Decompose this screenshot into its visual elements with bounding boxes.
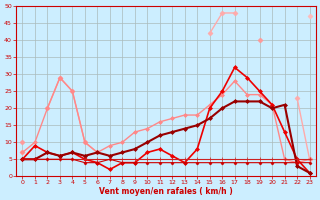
X-axis label: Vent moyen/en rafales ( km/h ): Vent moyen/en rafales ( km/h ) [99,187,233,196]
